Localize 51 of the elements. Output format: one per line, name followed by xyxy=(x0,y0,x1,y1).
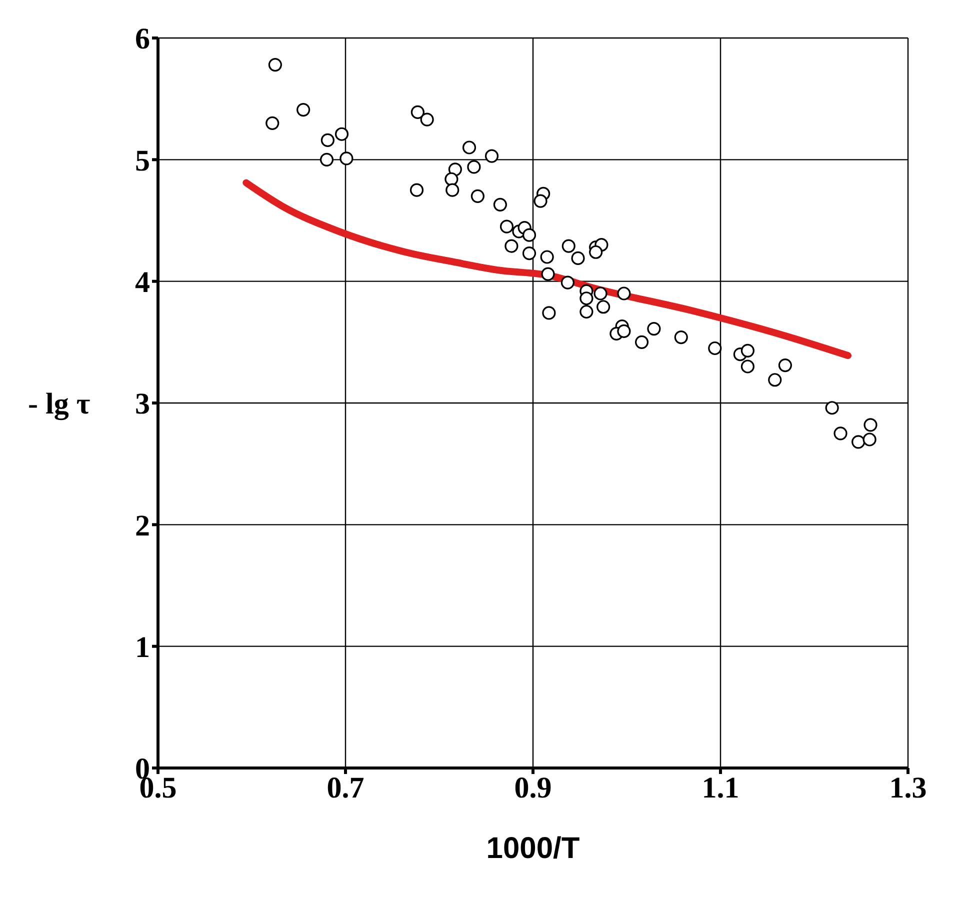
point xyxy=(484,149,499,163)
point xyxy=(778,358,792,372)
point xyxy=(580,304,594,319)
point xyxy=(320,133,334,147)
x-axis-title: 1000/T xyxy=(486,832,580,865)
y-tick-label: 3 xyxy=(135,388,150,421)
x-tick-label: 1.1 xyxy=(702,771,740,804)
point xyxy=(617,286,631,300)
point xyxy=(596,300,610,314)
point xyxy=(340,152,354,166)
point xyxy=(493,198,507,212)
point xyxy=(320,152,334,166)
point xyxy=(541,267,555,281)
point xyxy=(617,324,631,338)
y-tick-label: 4 xyxy=(135,266,150,299)
point xyxy=(580,292,594,306)
point xyxy=(594,286,608,300)
point xyxy=(560,276,574,290)
point xyxy=(504,239,518,253)
point xyxy=(740,360,754,374)
point xyxy=(266,116,280,130)
y-axis-title: - lg τ xyxy=(28,388,90,421)
point xyxy=(334,127,349,141)
y-tick-label: 5 xyxy=(135,144,150,178)
x-tick-label: 0.9 xyxy=(514,771,552,804)
point xyxy=(467,160,481,174)
y-tick-label: 6 xyxy=(135,22,150,56)
point xyxy=(410,183,424,197)
point xyxy=(768,373,782,387)
x-tick-label: 1.3 xyxy=(889,771,927,804)
point xyxy=(462,140,476,154)
point xyxy=(268,58,282,72)
point xyxy=(470,189,484,203)
point xyxy=(296,102,310,117)
point xyxy=(647,322,661,336)
point xyxy=(589,245,603,259)
point xyxy=(634,335,649,349)
point xyxy=(825,401,839,415)
point xyxy=(834,426,848,440)
point xyxy=(674,330,688,344)
point xyxy=(864,418,878,432)
y-tick-label: 2 xyxy=(135,509,150,542)
y-tick-label: 1 xyxy=(135,630,150,664)
point xyxy=(522,228,536,242)
point xyxy=(542,306,556,320)
point xyxy=(522,246,536,260)
point xyxy=(740,344,754,358)
point xyxy=(534,194,548,208)
point xyxy=(571,251,585,266)
x-tick-label: 0.7 xyxy=(326,771,364,804)
point xyxy=(562,239,576,253)
